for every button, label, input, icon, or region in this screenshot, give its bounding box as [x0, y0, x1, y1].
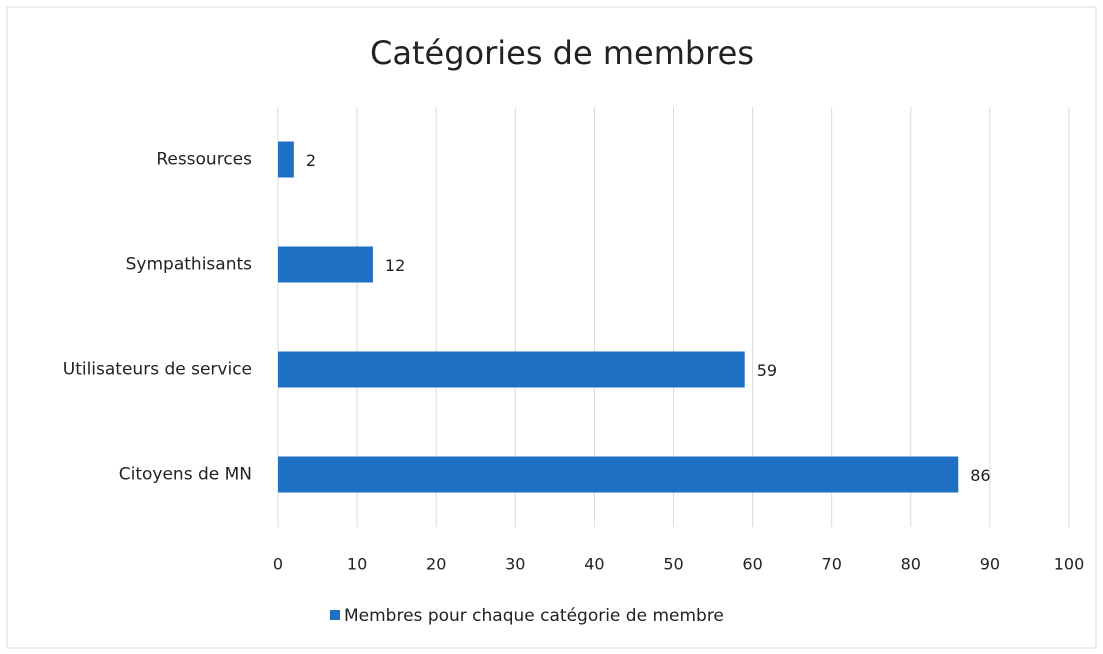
x-tick-label: 30 — [505, 555, 525, 574]
x-tick-label: 90 — [980, 555, 1000, 574]
x-tick-label: 20 — [426, 555, 446, 574]
legend-swatch — [330, 610, 340, 620]
data-label: 2 — [306, 151, 316, 170]
x-tick-label: 70 — [822, 555, 842, 574]
bar — [278, 351, 745, 388]
data-label: 12 — [385, 256, 405, 275]
x-tick-label: 100 — [1054, 555, 1085, 574]
y-tick-label: Ressources — [156, 150, 252, 170]
chart-border — [6, 6, 1097, 649]
data-label: 86 — [970, 466, 990, 485]
chart-title: Catégories de membres — [370, 34, 754, 72]
x-tick-label: 50 — [663, 555, 683, 574]
y-tick-label: Utilisateurs de service — [63, 360, 252, 380]
x-tick-label: 10 — [347, 555, 367, 574]
x-tick-label: 0 — [273, 555, 283, 574]
bar — [278, 141, 294, 178]
x-tick-label: 40 — [584, 555, 604, 574]
x-tick-label: 80 — [901, 555, 921, 574]
bar — [278, 456, 959, 493]
x-tick-label: 60 — [742, 555, 762, 574]
legend-label: Membres pour chaque catégorie de membre — [344, 606, 724, 626]
y-tick-label: Sympathisants — [126, 255, 252, 275]
bar — [278, 246, 373, 283]
y-tick-label: Citoyens de MN — [119, 465, 252, 485]
data-label: 59 — [757, 361, 777, 380]
